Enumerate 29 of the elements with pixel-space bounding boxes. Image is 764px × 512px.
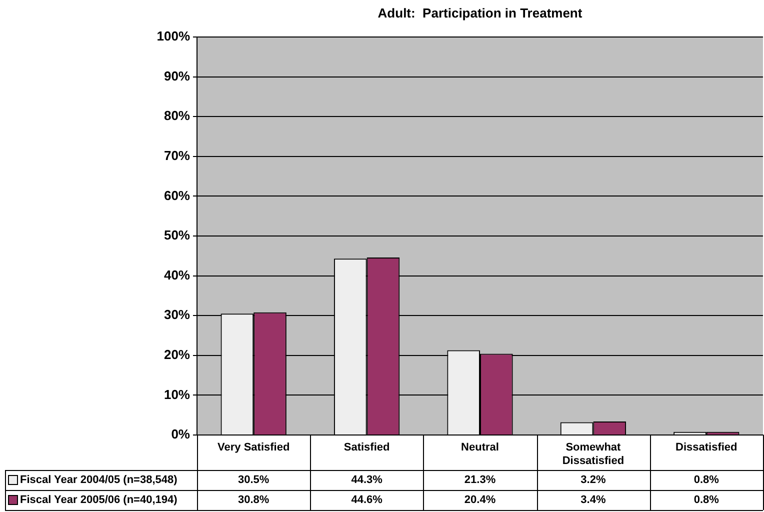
y-tick-label: 30% [164,307,190,322]
data-label: 30.5% [238,474,270,486]
y-tick-label: 100% [156,28,190,44]
data-label: 3.2% [580,474,606,486]
data-label: 0.8% [694,474,720,486]
data-label: 44.6% [351,494,383,506]
y-tick-label: 70% [164,148,190,163]
x-tick-label: Very Satisfied [218,442,290,454]
y-tick-label: 40% [164,267,190,282]
x-tick-label: Neutral [461,442,499,454]
y-tick-label: 20% [164,346,190,362]
data-label: 44.3% [351,474,383,486]
x-tick-label: Dissatisfied [676,442,738,454]
y-tick-label: 0% [171,426,190,442]
data-label: 0.8% [694,494,720,506]
y-tick-label: 10% [164,386,190,402]
chart-title: Adult: Participation in Treatment [378,6,583,21]
legend-label: Fiscal Year 2004/05 (n=38,548) [20,474,178,486]
x-tick-label: Somewhat Dissatisfied [562,442,624,467]
y-tick-label: 80% [164,108,190,124]
x-tick-label: Satisfied [344,442,390,454]
data-label: 30.8% [238,494,270,506]
legend-label: Fiscal Year 2005/06 (n=40,194) [20,494,178,506]
data-label: 3.4% [580,494,606,506]
y-tick-label: 60% [164,188,190,203]
y-tick-label: 90% [164,68,190,84]
data-label: 20.4% [464,494,496,506]
y-tick-label: 50% [164,228,190,243]
data-label: 21.3% [464,474,496,486]
